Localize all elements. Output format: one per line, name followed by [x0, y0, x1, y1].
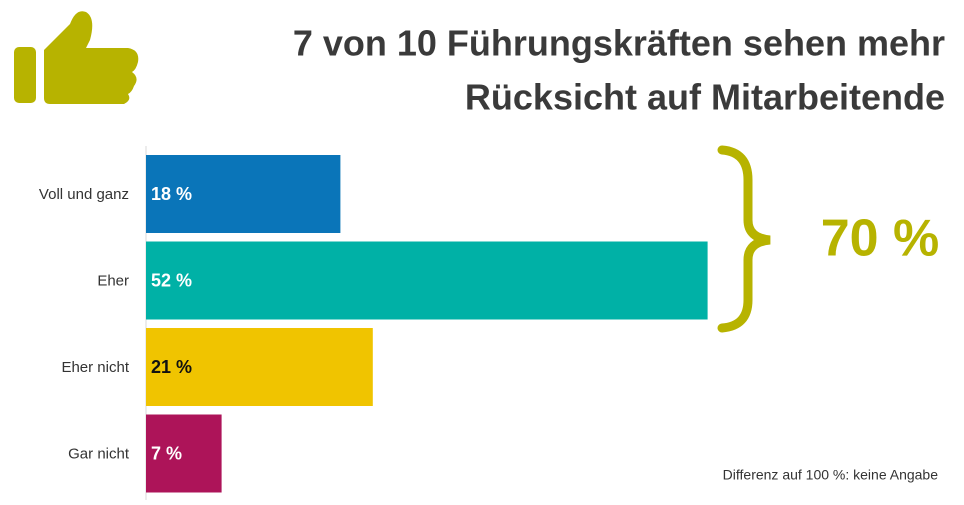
chart-title: Rücksicht auf Mitarbeitende	[465, 77, 945, 118]
bar	[146, 155, 341, 233]
annotation: 70 %	[821, 210, 940, 268]
category-label: Eher nicht	[61, 359, 129, 376]
value-label: 7 %	[151, 443, 182, 463]
bar	[146, 241, 708, 320]
bar	[146, 328, 373, 406]
category-label: Eher	[97, 272, 129, 289]
thumbs-up-icon	[14, 11, 139, 105]
category-label: Gar nicht	[68, 445, 130, 462]
category-label: Voll und ganz	[39, 186, 129, 203]
value-label: 18 %	[151, 184, 192, 204]
value-label: 21 %	[151, 357, 192, 377]
brace	[717, 145, 771, 333]
bar	[146, 414, 222, 493]
chart-title: 7 von 10 Führungskräften sehen mehr	[293, 23, 945, 64]
value-label: 52 %	[151, 270, 192, 290]
note: Differenz auf 100 %: keine Angabe	[723, 467, 939, 483]
